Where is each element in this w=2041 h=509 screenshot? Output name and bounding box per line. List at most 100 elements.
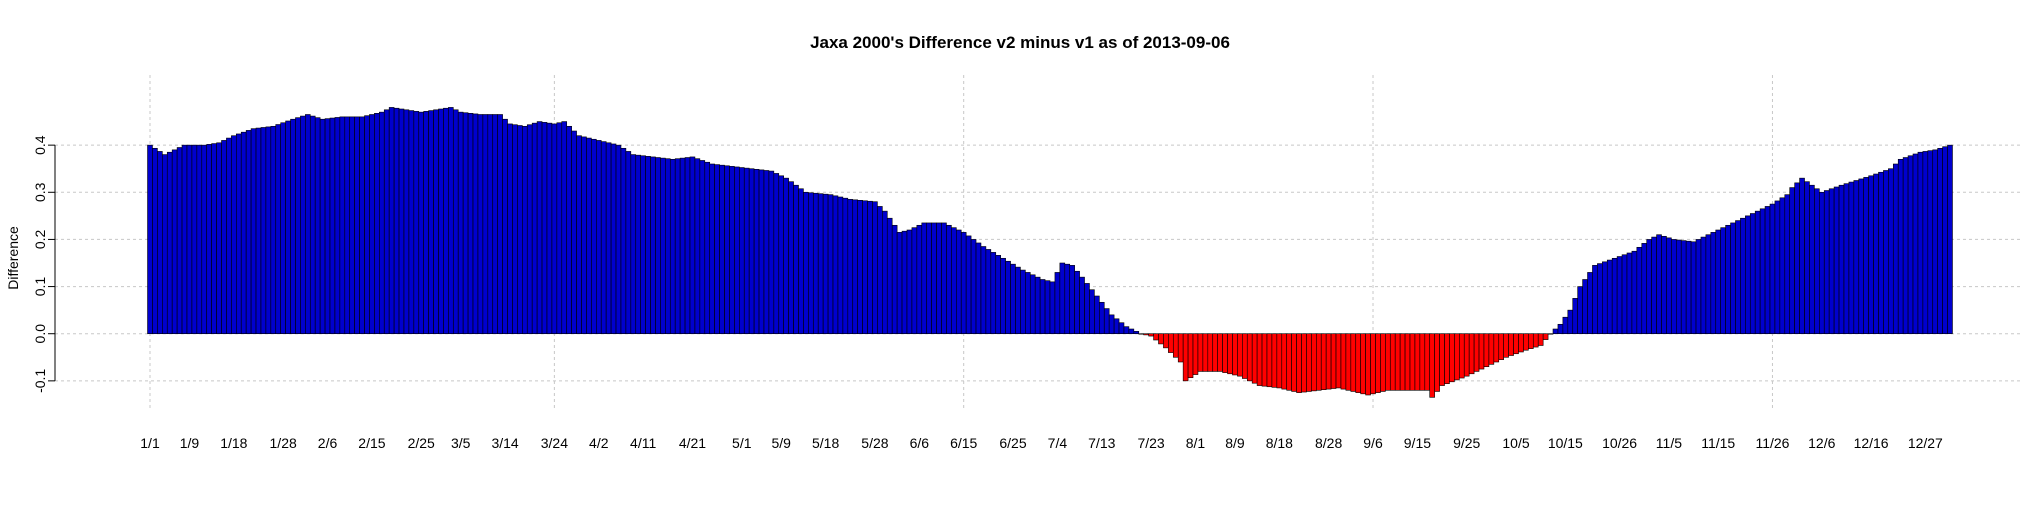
bar	[492, 114, 498, 335]
bar	[1207, 333, 1214, 372]
bar	[1513, 333, 1519, 355]
bar	[1611, 257, 1618, 335]
bar	[186, 144, 193, 335]
bar	[1340, 333, 1347, 390]
bar	[1666, 237, 1672, 335]
bar	[1577, 286, 1583, 335]
x-tick-label: 4/2	[589, 435, 609, 451]
bar	[1730, 222, 1736, 335]
bar	[615, 144, 622, 335]
bar	[1572, 298, 1578, 335]
bar	[724, 165, 730, 335]
x-tick-label: 4/21	[679, 435, 706, 451]
bar	[467, 113, 474, 335]
bar	[921, 222, 928, 335]
bar	[364, 115, 370, 335]
bar	[1626, 252, 1633, 335]
bar	[1059, 262, 1066, 335]
bar	[1843, 183, 1850, 335]
bar	[1355, 333, 1361, 393]
bar	[1449, 333, 1455, 383]
bar	[393, 107, 400, 335]
bar	[329, 117, 336, 335]
bar	[1182, 333, 1189, 382]
bar	[1197, 333, 1204, 372]
bar	[546, 122, 553, 335]
bar	[1814, 188, 1820, 335]
bar	[660, 157, 666, 335]
bar	[1651, 236, 1657, 335]
bar	[1547, 333, 1554, 335]
bar	[1582, 279, 1588, 335]
bar	[1774, 200, 1781, 335]
bar	[1720, 227, 1726, 335]
bar	[1873, 173, 1879, 335]
bar	[1380, 333, 1386, 392]
bar	[270, 125, 277, 335]
bar	[803, 191, 809, 335]
bar	[1172, 333, 1179, 358]
bar	[1079, 276, 1085, 335]
bar	[457, 111, 464, 335]
x-tick-label: 2/25	[408, 435, 435, 451]
bar	[625, 151, 632, 335]
bar	[1069, 265, 1075, 335]
bar	[319, 118, 326, 335]
bar	[1488, 333, 1495, 365]
x-tick-label: 6/25	[999, 435, 1026, 451]
bar	[714, 164, 720, 335]
bar	[788, 181, 794, 335]
bar	[1917, 151, 1924, 335]
x-tick-label: 6/15	[950, 435, 977, 451]
bar	[1661, 235, 1667, 335]
bar	[1143, 333, 1149, 336]
bar	[1848, 181, 1855, 335]
bar	[610, 143, 617, 335]
bar	[798, 188, 804, 335]
bar	[1094, 295, 1100, 335]
bar	[1306, 333, 1312, 392]
bar	[694, 158, 701, 335]
bar	[1888, 168, 1894, 335]
bar	[778, 175, 784, 335]
bar	[886, 217, 893, 335]
bar	[1695, 239, 1702, 335]
bar	[1493, 333, 1500, 363]
bar	[1680, 240, 1687, 335]
bar	[1286, 333, 1292, 391]
bar	[1049, 281, 1056, 335]
bar	[882, 210, 888, 335]
bar	[334, 117, 341, 335]
bar	[1503, 333, 1509, 358]
x-tick-label: 1/9	[180, 435, 200, 451]
bar	[1168, 333, 1174, 353]
y-tick-label: 0.2	[32, 229, 48, 249]
bar	[665, 158, 671, 335]
bar	[591, 138, 597, 335]
bar	[1907, 155, 1914, 335]
bar	[1715, 229, 1721, 335]
bar	[783, 177, 789, 335]
bar	[1769, 203, 1776, 335]
bar	[1192, 333, 1199, 375]
bar	[956, 229, 962, 335]
bar	[1335, 333, 1342, 389]
bar	[1942, 146, 1948, 335]
bar	[1424, 333, 1431, 391]
bar	[1345, 333, 1352, 391]
bar	[773, 173, 780, 335]
bar	[719, 164, 725, 335]
bar	[1015, 266, 1021, 335]
bar	[837, 196, 844, 335]
x-tick-label: 5/1	[732, 435, 752, 451]
bar	[443, 107, 449, 335]
bar	[877, 206, 883, 335]
bar	[1557, 323, 1564, 335]
bar	[344, 116, 351, 335]
bar	[162, 154, 168, 335]
bar	[1532, 333, 1539, 348]
bar	[1074, 270, 1080, 335]
bar	[536, 121, 543, 335]
bar	[196, 144, 203, 335]
bar	[245, 130, 252, 335]
